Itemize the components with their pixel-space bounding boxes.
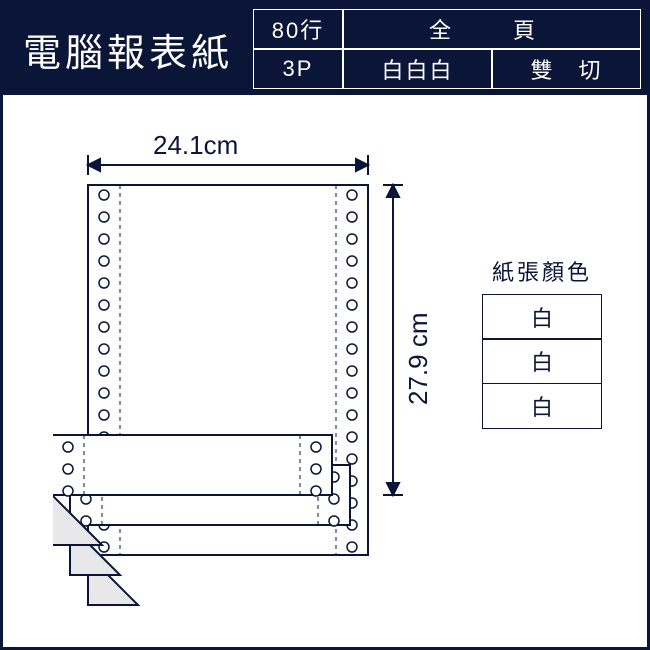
spec-grid: 80行 全 頁 3P 白白白 雙 切 — [253, 9, 641, 89]
color-row: 白 — [482, 338, 602, 384]
color-row: 白 — [482, 294, 602, 340]
spec-cut: 雙 切 — [492, 49, 641, 89]
spec-lines: 80行 — [253, 9, 343, 49]
paper-diagram — [53, 115, 453, 625]
spec-page: 全 頁 — [343, 9, 641, 49]
product-title: 電腦報表紙 — [3, 3, 253, 95]
color-table-header: 紙張顏色 — [482, 255, 602, 287]
paper-layer-3 — [88, 185, 368, 605]
paper-color-table: 紙張顏色 白 白 白 — [482, 255, 602, 429]
spec-colors: 白白白 — [343, 49, 492, 89]
width-arrow — [88, 155, 368, 175]
color-row: 白 — [482, 383, 602, 429]
header-bar: 電腦報表紙 80行 全 頁 3P 白白白 雙 切 — [3, 3, 647, 95]
height-arrow — [383, 185, 403, 495]
diagram-area: 24.1cm 27.9 cm — [3, 95, 647, 647]
product-spec-card: 電腦報表紙 80行 全 頁 3P 白白白 雙 切 24.1cm 27.9 cm — [0, 0, 650, 650]
spec-layers: 3P — [253, 49, 343, 89]
